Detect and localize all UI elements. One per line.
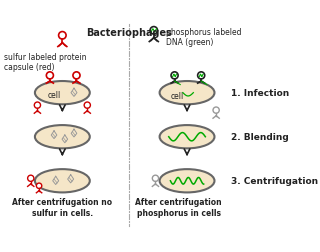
Circle shape — [213, 108, 219, 114]
Text: After centrifugation
phosphorus in cells: After centrifugation phosphorus in cells — [135, 198, 222, 217]
Circle shape — [152, 175, 159, 182]
Circle shape — [46, 73, 53, 80]
Ellipse shape — [160, 82, 214, 105]
Ellipse shape — [35, 170, 90, 193]
Text: Bacteriophages: Bacteriophages — [86, 28, 172, 38]
Text: sulfur labeled protein
capsule (red): sulfur labeled protein capsule (red) — [4, 53, 87, 72]
Text: phosphorus labeled
DNA (green): phosphorus labeled DNA (green) — [166, 28, 242, 47]
Circle shape — [34, 103, 41, 109]
Circle shape — [84, 103, 91, 109]
Circle shape — [36, 183, 42, 189]
Text: 2. Blending: 2. Blending — [231, 133, 289, 142]
Ellipse shape — [35, 82, 90, 105]
Circle shape — [73, 73, 80, 80]
Ellipse shape — [35, 125, 90, 149]
Circle shape — [59, 33, 66, 40]
Ellipse shape — [160, 125, 214, 149]
Text: cell: cell — [171, 91, 184, 100]
Text: 1. Infection: 1. Infection — [231, 89, 289, 98]
Text: cell: cell — [47, 90, 61, 100]
Text: After centrifugation no
sulfur in cells.: After centrifugation no sulfur in cells. — [12, 198, 112, 217]
Ellipse shape — [160, 170, 214, 193]
Circle shape — [198, 73, 205, 80]
Circle shape — [150, 27, 157, 35]
Circle shape — [28, 175, 34, 182]
Circle shape — [171, 73, 178, 80]
Text: 3. Centrifugation: 3. Centrifugation — [231, 177, 318, 185]
